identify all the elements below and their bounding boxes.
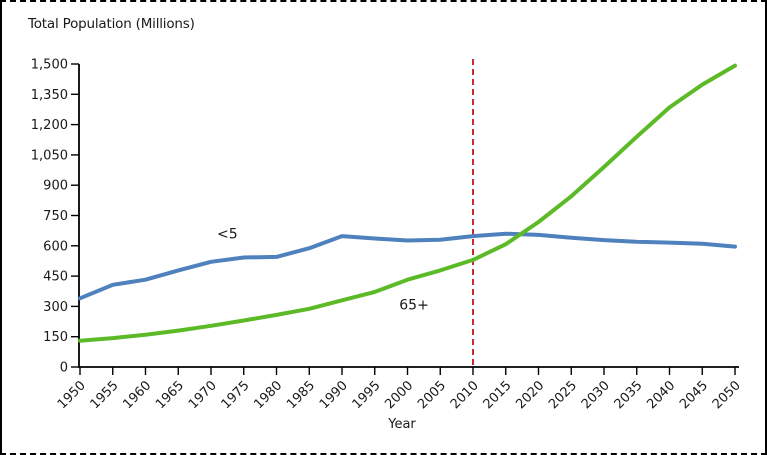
x-tick-label: 1980 [251, 378, 285, 412]
x-tick-label: 2040 [644, 378, 678, 412]
x-tick-label: 1975 [219, 378, 253, 412]
x-tick-label: 2005 [415, 378, 449, 412]
x-tick-label: 1955 [88, 378, 122, 412]
chart-title: Total Population (Millions) [28, 16, 195, 32]
y-tick-label: 600 [43, 239, 68, 254]
x-tick-label: 2020 [513, 378, 547, 412]
y-tick-label: 900 [43, 179, 68, 194]
series-line-under5 [78, 231, 737, 301]
x-tick-label: 2035 [612, 378, 646, 412]
y-tick-label: 0 [60, 361, 68, 376]
x-axis-title: Year [388, 417, 416, 432]
y-tick-label: 150 [43, 330, 68, 345]
series-line-65plus [78, 63, 737, 343]
x-tick-label: 1950 [55, 378, 89, 412]
x-tick-label: 1985 [284, 378, 318, 412]
x-tick-label: 2050 [710, 378, 744, 412]
x-tick-label: 1990 [317, 378, 351, 412]
y-tick-label: 1,500 [31, 58, 68, 73]
x-tick-label: 2010 [448, 378, 482, 412]
y-tick-label: 450 [43, 270, 68, 285]
x-tick-label: 2030 [579, 378, 613, 412]
y-tick-label: 750 [43, 209, 68, 224]
series-label-65plus: 65+ [399, 297, 429, 313]
x-tick-label: 2025 [546, 378, 580, 412]
x-tick-label: 2000 [382, 378, 416, 412]
x-tick-label: 1995 [350, 378, 384, 412]
y-tick-label: 1,200 [31, 118, 68, 133]
y-tick-label: 1,350 [31, 88, 68, 103]
x-tick-label: 1965 [153, 378, 187, 412]
x-tick-label: 2045 [677, 378, 711, 412]
x-tick-label: 1960 [120, 378, 154, 412]
series-label-under5: <5 [217, 227, 238, 243]
y-tick-label: 1,050 [31, 148, 68, 163]
x-tick-label: 2015 [481, 378, 515, 412]
y-tick-label: 300 [43, 300, 68, 315]
x-tick-label: 1970 [186, 378, 220, 412]
